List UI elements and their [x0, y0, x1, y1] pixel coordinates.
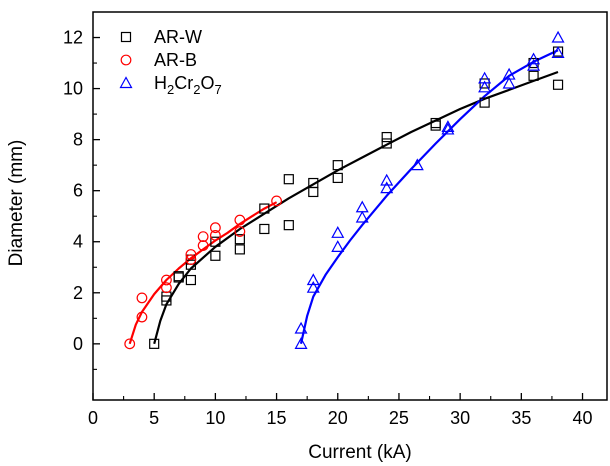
series-2-point — [294, 337, 308, 349]
plot-area — [124, 30, 565, 350]
y-tick-label: 6 — [73, 181, 83, 201]
legend-label-2: H2Cr2O7 — [154, 73, 222, 97]
series-2-point — [527, 52, 541, 65]
series-0-point — [332, 160, 343, 171]
series-0-point — [528, 70, 539, 81]
series-0-point — [210, 236, 221, 247]
series-1-point — [197, 231, 209, 243]
series-1-point — [185, 254, 197, 266]
series-0-point — [259, 203, 270, 214]
series-2-fit-line — [299, 49, 559, 345]
x-tick-label: 5 — [149, 408, 159, 428]
series-1-point — [185, 249, 197, 260]
series-2-point — [551, 46, 565, 58]
legend: AR-W AR-B H2Cr2O7 — [119, 27, 222, 97]
legend-label-0: AR-W — [154, 27, 202, 47]
series-0-point — [185, 259, 197, 270]
series-0-point — [234, 244, 245, 255]
series-1-point — [197, 240, 209, 251]
axes: 0 5 10 15 20 25 30 35 40 0 2 4 6 8 10 12 — [63, 11, 608, 428]
series-0-point — [185, 274, 197, 286]
series-0-point — [210, 250, 221, 261]
x-tick-label: 10 — [205, 408, 225, 428]
series-0-point — [552, 79, 564, 90]
series-0-point — [332, 172, 343, 184]
series-1-point — [136, 292, 148, 304]
series-2-point — [306, 273, 320, 286]
y-tick-label: 10 — [63, 79, 83, 99]
series-2-point — [380, 181, 394, 194]
series-0-point — [479, 78, 490, 89]
series-0-point — [283, 174, 294, 185]
series-2-point — [502, 76, 516, 89]
series-2-point — [355, 210, 369, 223]
x-tick-label: 20 — [328, 408, 348, 428]
series-2-point — [306, 280, 320, 293]
series-2-point — [478, 71, 492, 84]
x-axis-label: Current (kA) — [308, 442, 411, 463]
series-2-point — [294, 321, 308, 334]
x-tick-label: 0 — [88, 408, 98, 428]
series-2-point — [502, 67, 516, 80]
series-1-point — [161, 274, 172, 286]
series-0-point — [479, 97, 490, 108]
series-0-fit-line — [153, 70, 559, 345]
series-1-point — [161, 282, 172, 294]
x-tick-label: 15 — [267, 408, 287, 428]
series-1-point — [136, 311, 148, 323]
y-axis-label: Diameter (mm) — [6, 140, 27, 267]
series-1-point — [234, 226, 246, 237]
series-0-point — [308, 177, 319, 189]
x-tick-label: 30 — [450, 408, 470, 428]
series-0-point — [308, 186, 319, 198]
series-0-point — [234, 234, 245, 245]
y-tick-label: 2 — [73, 283, 83, 303]
series-2-point — [331, 226, 345, 238]
series-2-point — [331, 240, 345, 252]
series-0-point — [259, 223, 270, 235]
series-2-point — [355, 200, 369, 213]
series-2-point — [551, 30, 565, 43]
legend-marker-1 — [120, 54, 132, 66]
series-2-point — [410, 158, 424, 171]
y-tick-label: 8 — [73, 130, 83, 150]
series-2-point — [441, 122, 455, 135]
series-0-point — [381, 138, 392, 149]
legend-marker-0 — [120, 31, 132, 43]
series-0-point — [381, 131, 392, 143]
legend-marker-2 — [119, 76, 133, 89]
y-tick-label: 4 — [73, 232, 83, 252]
series-1-point — [209, 222, 221, 234]
series-1-point — [234, 214, 246, 226]
series-0-point — [430, 117, 441, 129]
series-1-fit-line — [128, 201, 278, 345]
plot-frame — [92, 11, 608, 401]
series-0-point — [149, 338, 160, 349]
y-tick-label: 12 — [63, 28, 83, 48]
series-1-point — [271, 195, 282, 207]
x-tick-label: 35 — [511, 408, 531, 428]
series-2-point — [527, 58, 541, 71]
series-2-point — [478, 80, 492, 93]
series-2-point — [380, 173, 394, 186]
y-tick-label: 0 — [73, 334, 83, 354]
legend-label-1: AR-B — [154, 50, 197, 70]
series-2-point — [441, 120, 455, 132]
x-tick-label: 40 — [573, 408, 593, 428]
series-1-point — [124, 338, 136, 350]
series-0-point — [173, 271, 184, 282]
x-tick-label: 25 — [389, 408, 409, 428]
series-0-point — [283, 220, 294, 231]
series-1-point — [209, 229, 221, 241]
